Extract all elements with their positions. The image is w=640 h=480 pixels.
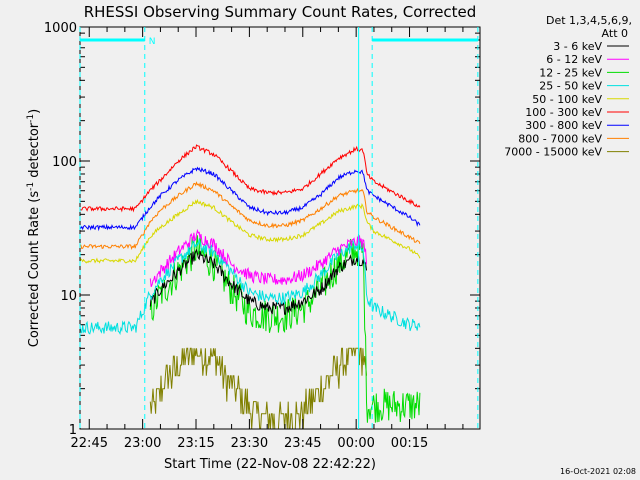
series-300-800-kev xyxy=(80,166,421,232)
legend-label: 3 - 6 keV xyxy=(553,40,602,53)
legend-label: 300 - 800 keV xyxy=(525,119,602,132)
y-tick-label: 10 xyxy=(60,289,77,304)
y-axis-label: Corrected Count Rate (s-1 detector-1) xyxy=(26,109,42,347)
series-50-100-kev xyxy=(80,198,421,264)
series-line xyxy=(80,198,421,264)
x-tick-label: 23:45 xyxy=(284,436,321,451)
x-tick-label: 23:15 xyxy=(177,436,214,451)
plot-frame xyxy=(79,26,481,430)
series-line xyxy=(80,237,421,336)
x-axis-label: Start Time (22-Nov-08 22:42:22) xyxy=(164,457,376,472)
night-marker-label: N xyxy=(149,37,156,47)
series-6-12-kev xyxy=(149,228,367,287)
series-line xyxy=(80,181,421,250)
series-line xyxy=(149,233,421,423)
legend-label: 800 - 7000 keV xyxy=(518,132,602,145)
generation-timestamp: 16-Oct-2021 02:08 xyxy=(560,467,636,476)
legend-label: 50 - 100 keV xyxy=(532,93,602,106)
chart-title: RHESSI Observing Summary Count Rates, Co… xyxy=(84,3,477,21)
series-line xyxy=(80,144,421,213)
series-25-50-kev xyxy=(80,237,421,336)
x-tick-label: 00:15 xyxy=(391,436,428,451)
x-tick-label: 22:45 xyxy=(71,436,108,451)
legend-label: 12 - 25 keV xyxy=(539,66,602,79)
series-800-7000-kev xyxy=(80,181,421,250)
series-3-6-kev xyxy=(149,248,367,315)
y-tick-label: 100 xyxy=(52,155,77,170)
attenuator-state: Att 0 xyxy=(602,27,628,40)
series-12-25-kev xyxy=(149,233,421,423)
detector-list: Det 1,3,4,5,6,9, xyxy=(546,14,632,27)
legend-label: 25 - 50 keV xyxy=(539,80,602,93)
x-axis: 22:45 23:00 23:15 23:30 23:45 00:00 00:15 xyxy=(71,27,464,451)
series-100-300-kev xyxy=(80,144,421,213)
series-line xyxy=(149,228,367,287)
x-tick-label: 23:00 xyxy=(124,436,161,451)
plot-area xyxy=(80,144,421,429)
series-line xyxy=(149,248,367,315)
y-axis: 1 10 100 1000 xyxy=(44,21,480,438)
series-7000-15000-kev xyxy=(149,347,367,429)
x-tick-label: 00:00 xyxy=(337,436,374,451)
series-line xyxy=(80,166,421,232)
x-tick-label: 23:30 xyxy=(231,436,268,451)
legend-label: 6 - 12 keV xyxy=(546,53,602,66)
y-tick-label: 1000 xyxy=(44,21,77,36)
series-line xyxy=(149,347,367,429)
y-tick-label: 1 xyxy=(69,423,77,438)
legend-label: 7000 - 15000 keV xyxy=(504,146,602,159)
legend-label: 100 - 300 keV xyxy=(525,106,602,119)
